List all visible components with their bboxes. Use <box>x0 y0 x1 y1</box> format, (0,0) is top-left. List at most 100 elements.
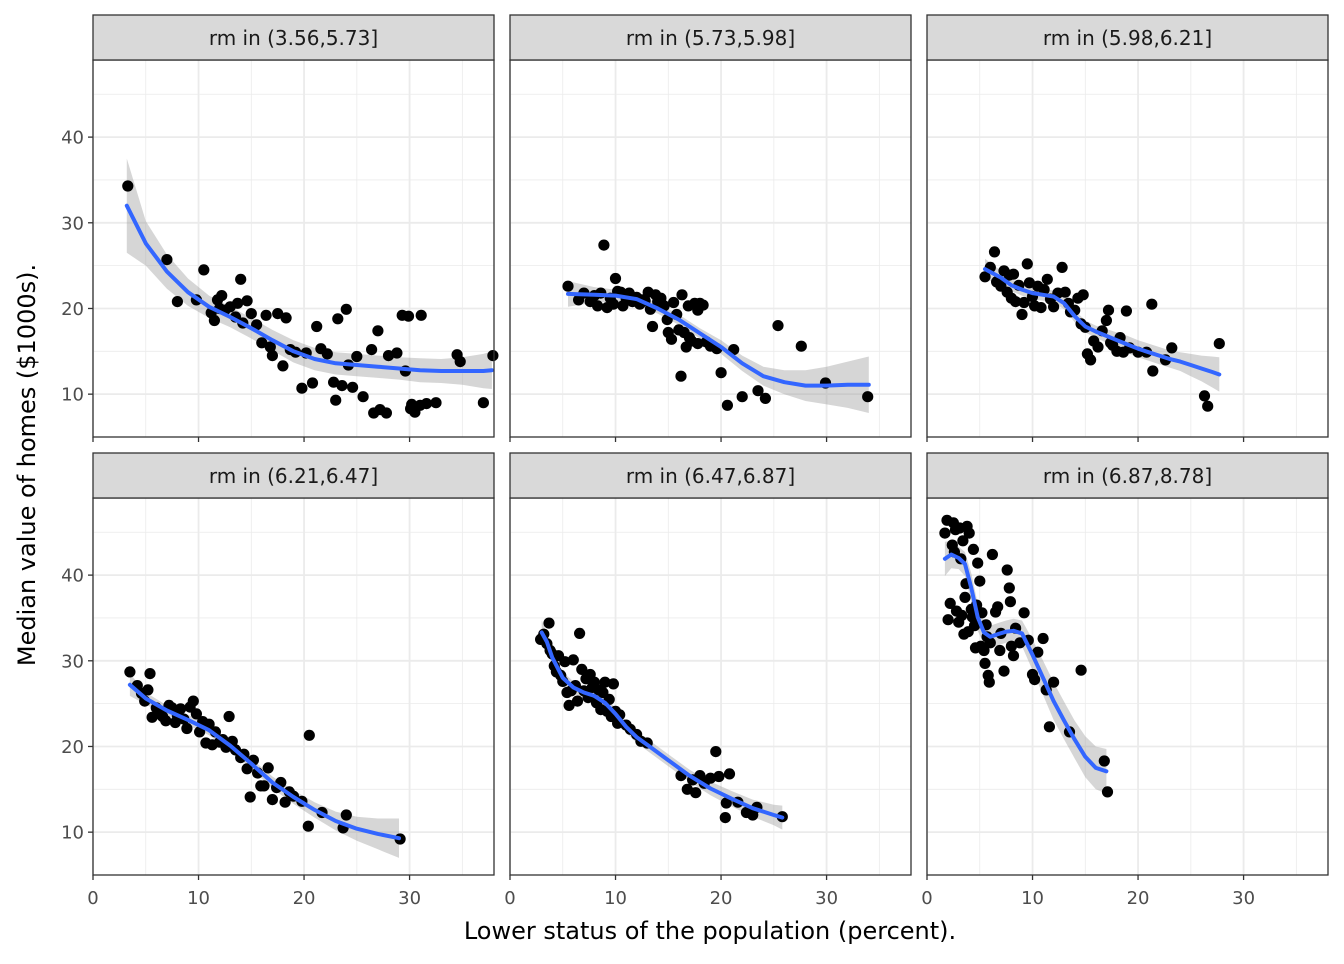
data-point <box>340 303 352 315</box>
data-point <box>382 350 395 362</box>
y-tick-label: 20 <box>61 299 84 320</box>
data-point <box>721 399 734 411</box>
data-point <box>1147 365 1159 377</box>
data-point <box>715 367 727 379</box>
data-point <box>122 180 134 192</box>
data-point <box>266 350 278 362</box>
data-point <box>1021 258 1033 270</box>
data-point <box>181 722 193 735</box>
data-point <box>972 557 984 569</box>
data-point <box>302 820 314 832</box>
data-point <box>559 656 571 668</box>
data-point <box>1023 277 1035 289</box>
facet-strip <box>92 14 495 61</box>
data-point <box>665 333 678 345</box>
data-point <box>208 314 220 327</box>
data-point <box>719 812 731 824</box>
smooth-trend-line <box>983 267 1222 377</box>
data-point <box>1166 342 1178 354</box>
data-point <box>1014 637 1026 649</box>
data-point <box>984 637 996 649</box>
data-point <box>175 703 187 715</box>
data-point <box>336 380 348 392</box>
data-point <box>391 347 403 359</box>
data-point <box>1085 354 1097 366</box>
data-point <box>862 391 874 403</box>
y-tick-label: 30 <box>61 213 84 234</box>
x-tick-label: 0 <box>87 888 98 909</box>
data-point <box>366 344 378 356</box>
data-point <box>245 308 257 320</box>
data-point <box>592 300 604 312</box>
y-tick-label: 10 <box>61 823 84 844</box>
data-point <box>720 797 732 809</box>
data-point <box>256 337 268 349</box>
data-point <box>321 348 333 360</box>
data-point <box>1100 314 1112 327</box>
data-point <box>576 663 588 676</box>
data-point <box>454 356 466 368</box>
data-point <box>1120 305 1132 317</box>
data-point <box>1101 786 1114 798</box>
data-point <box>1056 261 1068 273</box>
data-point <box>607 298 620 310</box>
facet-strip-label: rm in (5.98,6.21] <box>1043 26 1212 50</box>
data-point <box>187 695 199 707</box>
data-point <box>957 535 969 547</box>
data-point <box>415 309 427 321</box>
data-point <box>772 320 784 332</box>
data-point <box>279 796 291 808</box>
data-point <box>1005 640 1018 652</box>
data-point <box>190 708 202 720</box>
data-point <box>704 772 717 784</box>
data-point <box>1213 338 1225 350</box>
data-point <box>988 246 1001 258</box>
confidence-ribbon <box>126 158 492 389</box>
data-point <box>264 341 276 353</box>
facet-strip-label: rm in (3.56,5.73] <box>209 26 378 50</box>
data-point <box>795 340 807 352</box>
panel-background <box>927 498 1328 875</box>
data-point <box>161 254 173 266</box>
data-point <box>241 763 253 775</box>
data-point <box>171 296 183 308</box>
data-point <box>328 376 340 388</box>
confidence-ribbon <box>129 673 399 858</box>
x-tick-label: 30 <box>398 888 421 909</box>
data-point <box>330 394 342 406</box>
data-point <box>567 654 579 666</box>
data-point <box>1018 607 1030 619</box>
data-point <box>124 666 136 678</box>
facet-strip <box>926 452 1329 499</box>
data-point <box>357 391 369 403</box>
data-point <box>675 370 687 382</box>
data-point <box>1041 273 1053 285</box>
data-point <box>979 657 991 670</box>
data-point <box>232 297 244 309</box>
x-tick-label: 20 <box>710 888 733 909</box>
data-point <box>994 644 1006 657</box>
data-point <box>963 527 975 539</box>
data-point <box>979 271 991 283</box>
data-point <box>998 665 1010 677</box>
facet-panel-3: rm in (5.98,6.21] <box>926 14 1329 442</box>
data-point <box>968 620 981 632</box>
data-point <box>414 399 426 411</box>
data-point <box>1048 676 1060 688</box>
data-point <box>1059 286 1071 298</box>
data-point <box>1102 304 1115 316</box>
facet-panel-1: rm in (3.56,5.73] 10 20 30 40 <box>61 14 499 442</box>
data-point <box>609 272 622 285</box>
data-point <box>574 627 586 640</box>
facet-panel-4: rm in (6.21,6.47] 10 20 30 40 0 10 20 30 <box>61 452 495 909</box>
smooth-trend-line <box>942 552 1109 774</box>
data-point <box>351 350 363 363</box>
panel-background <box>927 60 1328 437</box>
data-point <box>1075 664 1087 676</box>
data-point <box>978 644 990 657</box>
x-tick-label: 30 <box>815 888 838 909</box>
data-point <box>563 699 575 712</box>
data-point <box>1029 674 1041 686</box>
